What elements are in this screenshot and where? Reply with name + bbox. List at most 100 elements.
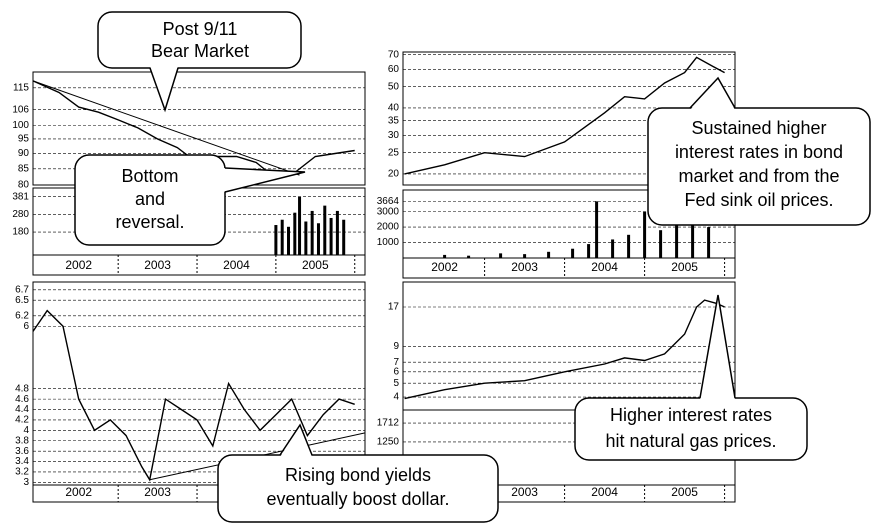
x-tick-label: 2003: [144, 485, 171, 499]
volume-bar: [280, 219, 284, 255]
callout: Post 9/11 Bear Market: [97, 11, 302, 113]
volume-bar: [587, 244, 591, 258]
y-tick-label: 4.4: [15, 404, 29, 415]
y-tick-label: 40: [388, 103, 400, 114]
volume-bar: [499, 253, 503, 258]
y-tick-label: 6: [393, 366, 399, 377]
volume-bar: [707, 227, 711, 258]
callout-text: market and from the: [678, 166, 839, 186]
x-tick-label: 2005: [302, 258, 329, 272]
y-tick-label: 1000: [377, 237, 400, 248]
callout-text: Sustained higher: [691, 118, 826, 138]
y-tick-label: 6.2: [15, 310, 29, 321]
x-tick-label: 2002: [65, 485, 92, 499]
callout-box: [574, 397, 808, 461]
volume-bar: [287, 226, 291, 255]
y-tick-label: 3.4: [15, 456, 29, 467]
x-tick-label: 2003: [511, 260, 538, 274]
callout-box: [647, 107, 871, 226]
y-tick-label: 106: [12, 104, 29, 115]
y-tick-label: 4.8: [15, 383, 29, 394]
volume-bar: [611, 239, 615, 258]
callout-tail: [150, 66, 178, 110]
callout: Higher interest rates hit natural gas pr…: [574, 294, 808, 461]
volume-bar: [595, 201, 599, 258]
y-tick-label: 95: [18, 134, 30, 145]
y-tick-label: 4: [23, 425, 29, 436]
y-tick-label: 80: [18, 180, 30, 191]
volume-bar: [274, 225, 278, 255]
y-tick-label: 25: [388, 147, 400, 158]
x-tick-label: 2004: [223, 258, 250, 272]
callout-box: [217, 454, 499, 523]
y-tick-label: 17: [388, 302, 400, 313]
y-tick-label: 3.8: [15, 435, 29, 446]
y-tick-label: 3.6: [15, 446, 29, 457]
y-tick-label: 1712: [377, 418, 400, 429]
callout-tail: [699, 294, 736, 399]
y-tick-label: 4.6: [15, 394, 29, 405]
volume-bar: [443, 254, 447, 258]
y-tick-label: 20: [388, 169, 400, 180]
plot-frame: [402, 281, 736, 411]
price-line: [32, 309, 355, 482]
x-tick-label: 2002: [431, 260, 458, 274]
volume-bar: [316, 223, 320, 255]
callout-text: Bear Market: [151, 41, 249, 61]
price-line: [404, 299, 725, 400]
callout-text: interest rates in bond: [675, 142, 843, 162]
x-tick-label: 2005: [671, 260, 698, 274]
callout-tail: [149, 67, 179, 113]
x-tick-label: 2003: [511, 485, 538, 499]
callout-text: Post 9/11: [163, 19, 238, 39]
volume-bar: [467, 255, 471, 258]
callout-tail: [690, 78, 735, 110]
y-tick-label: 280: [12, 209, 29, 220]
callout-text: reversal.: [115, 212, 184, 232]
callout: Bottom and reversal.: [74, 154, 306, 246]
y-tick-label: 115: [13, 82, 29, 93]
y-tick-label: 1250: [377, 437, 400, 448]
callout-text: eventually boost dollar.: [266, 489, 449, 509]
callout-text: Higher interest rates: [610, 405, 772, 425]
volume-bar: [523, 254, 527, 258]
y-tick-label: 6.5: [15, 295, 29, 306]
y-tick-label: 60: [388, 64, 400, 75]
volume-bar: [304, 221, 308, 255]
x-tick-label: 2004: [591, 485, 618, 499]
panel: 1797654171212502002200320042005: [377, 281, 736, 503]
y-tick-label: 6.7: [15, 284, 29, 295]
volume-bar: [293, 212, 297, 255]
callout: Rising bond yields eventually boost doll…: [217, 423, 499, 523]
x-tick-label: 2002: [65, 258, 92, 272]
x-tick-label: 2004: [591, 260, 618, 274]
volume-bar: [659, 230, 663, 258]
volume-bar: [643, 211, 647, 258]
callout-text: hit natural gas prices.: [605, 431, 776, 451]
y-tick-label: 100: [12, 120, 29, 131]
y-tick-label: 85: [18, 163, 30, 174]
callout-box: [74, 154, 226, 246]
volume-bar: [691, 217, 695, 258]
callout-text: Rising bond yields: [285, 465, 431, 485]
callout-tail: [689, 76, 736, 109]
callout-tail: [280, 425, 312, 457]
volume-bar: [627, 234, 631, 258]
y-tick-label: 3000: [377, 206, 400, 217]
y-tick-label: 70: [388, 49, 400, 60]
volume-bar: [310, 210, 314, 255]
y-tick-label: 9: [393, 341, 399, 352]
y-tick-label: 3664: [377, 196, 400, 207]
x-tick-label: 2003: [144, 258, 171, 272]
x-tick-label: 2005: [671, 485, 698, 499]
callout-tail: [224, 167, 306, 193]
volume-bar: [342, 219, 346, 255]
y-tick-label: 180: [12, 227, 29, 238]
volume-bar: [571, 248, 575, 258]
volume-bar: [329, 217, 333, 255]
callout-box: [97, 11, 302, 69]
callout-text: Bottom: [121, 166, 178, 186]
y-tick-label: 4.2: [15, 415, 29, 426]
volume-bar: [675, 224, 679, 258]
